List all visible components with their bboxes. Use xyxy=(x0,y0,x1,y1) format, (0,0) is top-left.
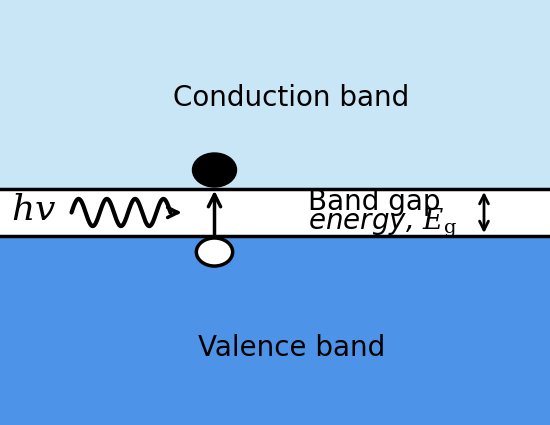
Bar xyxy=(0,189,550,236)
Bar xyxy=(0,236,550,425)
Circle shape xyxy=(192,153,236,187)
Text: energy, $E_\mathrm{g}$: energy, $E_\mathrm{g}$ xyxy=(308,207,457,240)
Text: $hv$: $hv$ xyxy=(11,193,56,227)
Text: Conduction band: Conduction band xyxy=(173,84,410,112)
Circle shape xyxy=(196,238,233,266)
Text: Band gap: Band gap xyxy=(308,188,441,216)
Text: Valence band: Valence band xyxy=(198,334,385,363)
Bar xyxy=(0,0,550,189)
